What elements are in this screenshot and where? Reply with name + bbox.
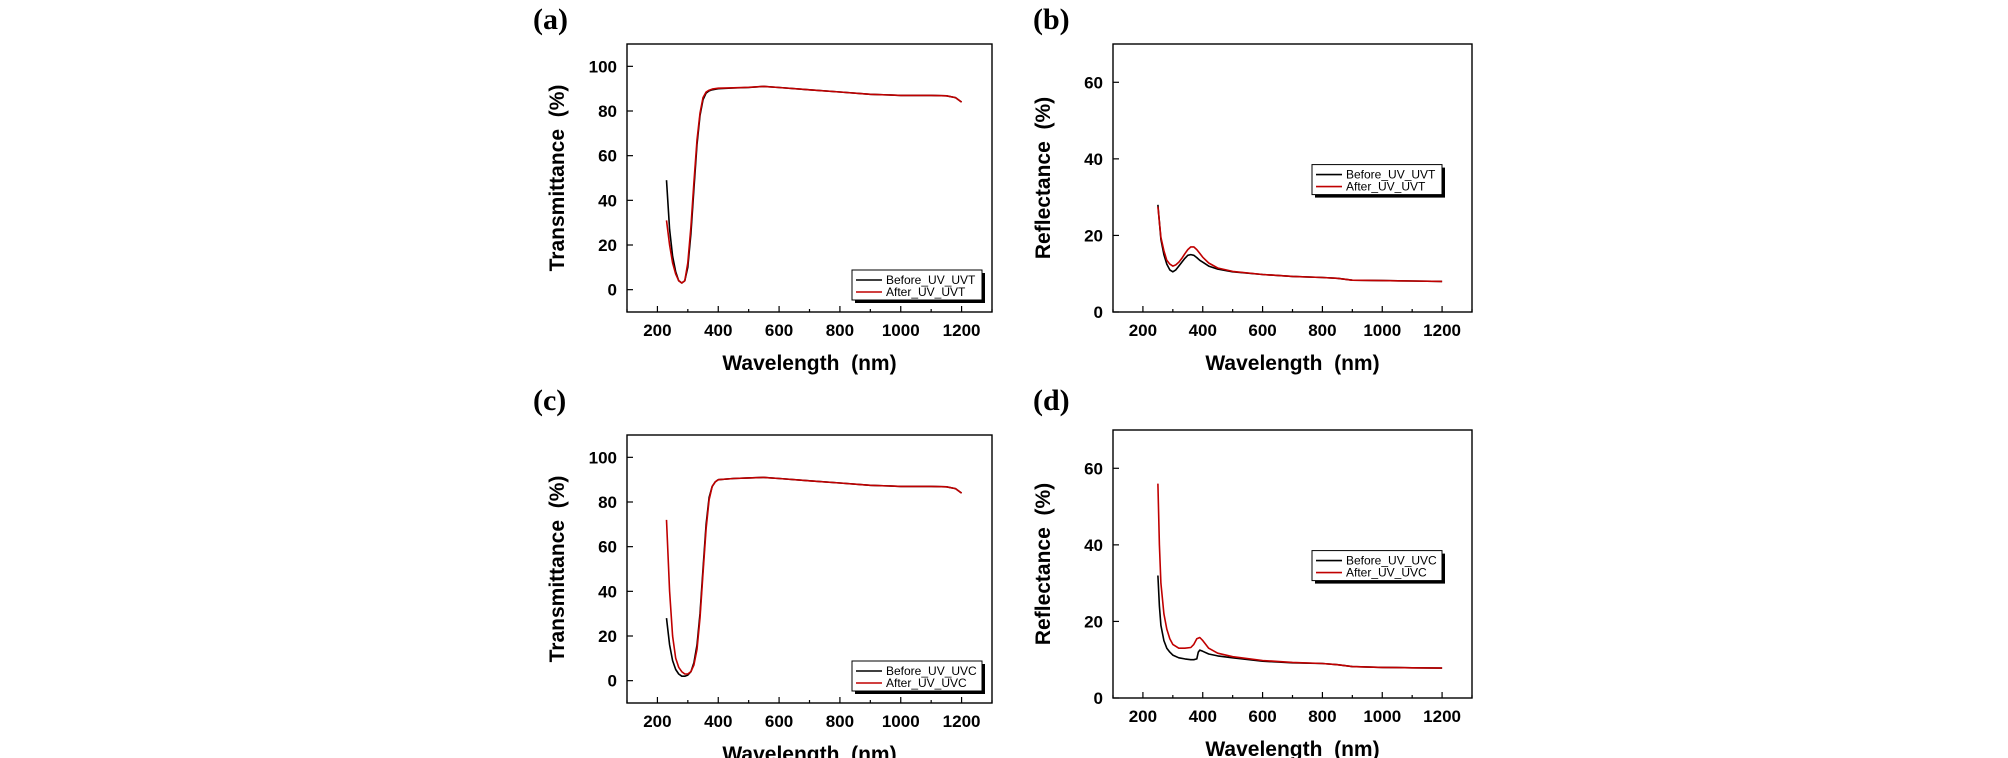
x-axis-label: Wavelength (nm) [1205,738,1379,758]
x-tick-label: 800 [1308,321,1336,340]
x-tick-label: 400 [704,321,732,340]
y-tick-label: 40 [598,582,617,601]
y-tick-label: 100 [589,448,617,467]
x-tick-label: 400 [704,712,732,731]
x-tick-label: 600 [1248,321,1276,340]
x-axis-label: Wavelength (nm) [722,743,896,758]
legend-label: Before_UV_UVC [1346,554,1437,568]
x-tick-label: 600 [1248,707,1276,726]
y-tick-label: 20 [598,236,617,255]
legend-box [851,269,983,301]
y-axis-label: Reflectance (%) [1032,97,1055,259]
legend-label: Before_UV_UVT [1346,168,1436,182]
series-line-before-uv-uvt [665,85,963,284]
chart-panel-4: (d) 200 400 600 800 1000 1200 0 20 40 60 Wavelength… [1032,384,1473,758]
x-tick-label: 1000 [882,321,920,340]
x-tick-label: 200 [1129,321,1157,340]
x-tick-label: 1200 [1423,321,1461,340]
series-line-after-uv-uvc [665,476,963,675]
chart-panel-2: (b) 200 400 600 800 1000 1200 0 20 40 60 Wavelength… [1032,3,1473,375]
series-line-after-uv-uvc [1157,483,1443,669]
x-tick-label: 600 [765,321,793,340]
series-line-before-uv-uvc [1157,575,1443,669]
y-tick-label: 80 [598,102,617,121]
legend-label: After_UV_UVC [1346,566,1427,580]
x-tick-label: 200 [643,712,671,731]
x-tick-label: 800 [826,321,854,340]
legend-label: After_UV_UVT [1346,180,1426,194]
legend-box [1311,164,1443,196]
y-tick-label: 0 [1094,689,1103,708]
y-tick-label: 60 [1084,459,1103,478]
panel-letter: (d) [1033,384,1070,417]
x-tick-label: 600 [765,712,793,731]
x-tick-label: 200 [1129,707,1157,726]
y-axis-label: Transmittance (%) [546,85,569,272]
legend-label: Before_UV_UVC [886,664,977,678]
y-tick-label: 0 [1094,303,1103,322]
legend-box [851,660,983,692]
x-tick-label: 200 [643,321,671,340]
y-tick-label: 80 [598,493,617,512]
y-tick-label: 60 [598,538,617,557]
legend-label: Before_UV_UVT [886,273,976,287]
y-axis-label: Reflectance (%) [1032,483,1055,645]
series-line-before-uv-uvt [1157,204,1443,283]
x-tick-label: 1000 [882,712,920,731]
legend-label: After_UV_UVC [886,676,967,690]
series-line-after-uv-uvt [665,85,963,284]
y-tick-label: 40 [1084,536,1103,555]
x-tick-label: 1200 [1423,707,1461,726]
x-axis-label: Wavelength (nm) [1205,352,1379,375]
y-tick-label: 60 [598,147,617,166]
x-axis-label: Wavelength (nm) [722,352,896,375]
y-tick-label: 0 [608,672,617,691]
chart-panel-3: (c) 200 400 600 800 1000 1200 0 20 40 60 80 100 Wavel… [533,384,993,758]
y-tick-label: 60 [1084,73,1103,92]
y-axis-label: Transmittance (%) [546,476,569,663]
panel-letter: (a) [533,3,568,36]
x-tick-label: 1200 [943,321,981,340]
x-tick-label: 400 [1189,321,1217,340]
x-tick-label: 1000 [1363,321,1401,340]
series-line-before-uv-uvc [665,476,963,677]
x-tick-label: 1000 [1363,707,1401,726]
y-tick-label: 40 [598,191,617,210]
legend-box [1311,550,1443,582]
panel-letter: (c) [533,384,566,417]
x-tick-label: 400 [1189,707,1217,726]
y-tick-label: 20 [1084,226,1103,245]
series-line-after-uv-uvt [1157,206,1443,283]
y-tick-label: 100 [589,57,617,76]
chart-panel-1: (a) 200 400 600 800 1000 1200 0 20 40 60 80 100 Wavel… [533,3,993,375]
x-tick-label: 800 [1308,707,1336,726]
y-tick-label: 0 [608,281,617,300]
y-tick-label: 20 [1084,612,1103,631]
panel-letter: (b) [1033,3,1070,36]
legend-label: After_UV_UVT [886,285,966,299]
x-tick-label: 1200 [943,712,981,731]
x-tick-label: 800 [826,712,854,731]
y-tick-label: 40 [1084,150,1103,169]
y-tick-label: 20 [598,627,617,646]
